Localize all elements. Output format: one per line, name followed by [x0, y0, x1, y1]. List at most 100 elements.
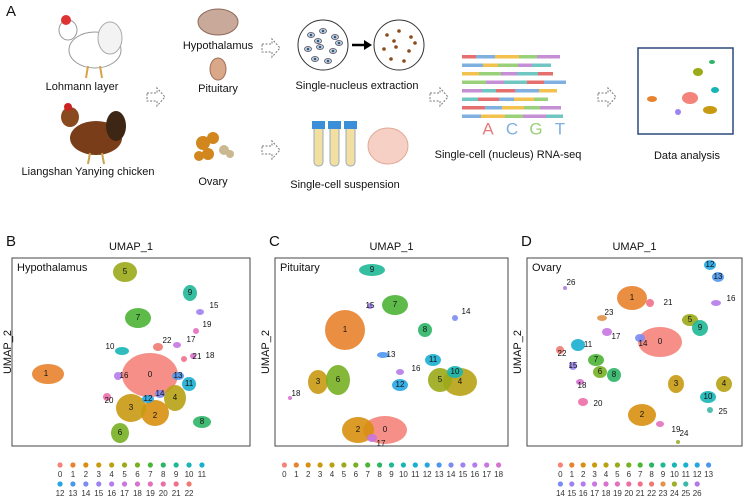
- legend-label: 3: [318, 470, 323, 479]
- read-segment: [546, 114, 563, 118]
- cluster-label: 4: [173, 393, 178, 402]
- cluster-label: 2: [356, 425, 361, 434]
- cluster-label: 10: [106, 342, 115, 351]
- legend-dot: [353, 462, 359, 468]
- cluster-label: 4: [722, 379, 727, 388]
- read-segment: [524, 106, 540, 110]
- legend-label: 7: [365, 470, 370, 479]
- legend-label: 10: [185, 470, 194, 479]
- cluster-label: 12: [706, 260, 715, 269]
- cluster-blob: [676, 440, 680, 444]
- nucleus: [313, 57, 317, 61]
- cluster-blob: [308, 370, 328, 394]
- read-segment: [517, 72, 538, 76]
- read-segment: [527, 80, 544, 84]
- cluster-label: 7: [594, 355, 599, 364]
- cluster-label: 13: [174, 371, 183, 380]
- legend-dot: [626, 481, 632, 487]
- read-segment: [502, 106, 524, 110]
- cluster-blob: [425, 354, 441, 366]
- cluster-label: 13: [714, 272, 723, 281]
- tissue-label: Hypothalamus: [183, 40, 254, 52]
- axis-title: UMAP_2: [260, 330, 272, 374]
- cluster-blob: [116, 394, 146, 422]
- legend-label: 5: [122, 470, 127, 479]
- white-chicken: [58, 15, 123, 79]
- legend-label: 11: [682, 470, 691, 479]
- cluster-label: 21: [193, 352, 202, 361]
- legend-dot: [83, 481, 89, 487]
- legend-dot: [147, 462, 153, 468]
- nucleus: [326, 59, 330, 63]
- legend-label: 0: [282, 470, 287, 479]
- cluster-blob: [656, 421, 664, 427]
- sequencing-reads: [462, 55, 566, 118]
- legend-dot: [472, 462, 478, 468]
- cluster-blob: [190, 353, 196, 359]
- read-segment: [540, 106, 561, 110]
- cluster-label: 8: [423, 325, 428, 334]
- legend-label: 25: [681, 489, 690, 498]
- legend-label: 26: [693, 489, 702, 498]
- cluster-blob: [113, 262, 137, 282]
- legend-label: 9: [389, 470, 394, 479]
- tissue-label: Ovary: [198, 176, 228, 188]
- cluster-blob: [638, 327, 682, 357]
- hollow-arrow: [146, 86, 166, 108]
- cluster-blob: [164, 385, 186, 411]
- legend-label: 13: [435, 470, 444, 479]
- legend-dot: [57, 462, 63, 468]
- cluster-blob: [711, 300, 721, 306]
- legend-dot: [683, 462, 689, 468]
- cluster-label: 9: [698, 323, 703, 332]
- cluster-label: 11: [185, 379, 194, 388]
- legend-label: 0: [58, 470, 63, 479]
- cluster-label: 15: [366, 301, 375, 310]
- breed-label: Liangshan Yanying chicken: [22, 166, 155, 178]
- cluster-blob: [597, 315, 607, 321]
- cluster-label: 23: [605, 308, 614, 317]
- legend-label: 6: [627, 470, 632, 479]
- legend-dot: [173, 481, 179, 487]
- legend-label: 21: [636, 489, 645, 498]
- read-segment: [514, 97, 534, 101]
- read-segment: [462, 55, 476, 59]
- cluster-label: 17: [377, 439, 386, 448]
- legend-label: 19: [613, 489, 622, 498]
- legend-dot: [484, 462, 490, 468]
- legend-label: 2: [84, 470, 89, 479]
- breed-label: Lohmann layer: [46, 81, 119, 93]
- read-segment: [539, 89, 557, 93]
- legend-label: 24: [670, 489, 679, 498]
- legend-dot: [557, 462, 564, 468]
- legend-label: 13: [68, 489, 77, 498]
- cluster-blob: [288, 396, 292, 400]
- legend-dot: [412, 462, 418, 468]
- legend-label: 8: [649, 470, 654, 479]
- legend-dot: [557, 481, 564, 487]
- cluster-blob: [668, 375, 684, 393]
- cluster-label: 11: [584, 340, 593, 349]
- read-segment: [532, 63, 551, 67]
- legend-dot: [660, 481, 666, 487]
- legend-label: 11: [411, 470, 420, 479]
- legend-label: 17: [482, 470, 491, 479]
- read-segment: [523, 114, 546, 118]
- cluster-label: 1: [630, 293, 635, 302]
- cluster-label: 26: [567, 278, 576, 287]
- legend-label: 9: [661, 470, 666, 479]
- cluster-blob: [103, 393, 111, 401]
- legend-label: 10: [399, 470, 408, 479]
- read-segment: [476, 55, 495, 59]
- cluster-label: 3: [316, 377, 321, 386]
- legend-label: 12: [693, 470, 702, 479]
- cluster-blob: [602, 328, 612, 336]
- legend-label: 15: [458, 470, 467, 479]
- legend-dot: [671, 462, 678, 468]
- read-segment: [462, 63, 483, 67]
- cell-dots: [304, 28, 343, 64]
- read-segment: [478, 97, 499, 101]
- legend-label: 0: [558, 470, 563, 479]
- cluster-label: 20: [105, 396, 114, 405]
- hollow-arrow: [429, 86, 449, 108]
